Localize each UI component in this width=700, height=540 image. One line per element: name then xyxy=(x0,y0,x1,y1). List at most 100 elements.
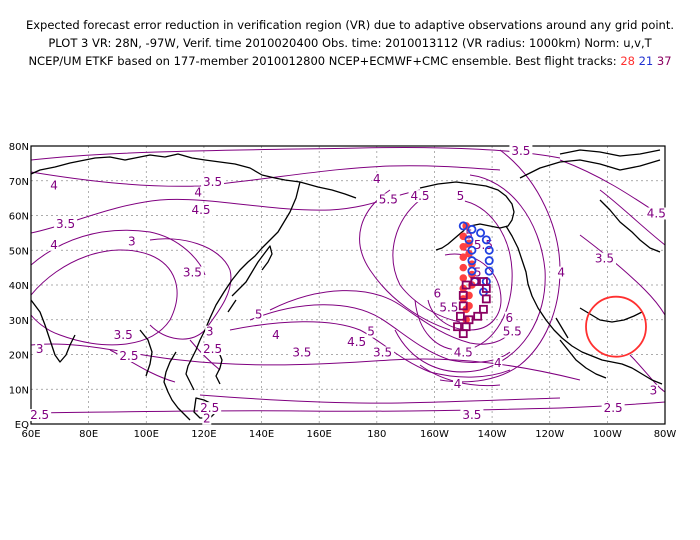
track-21-point xyxy=(484,245,494,255)
contour-label: 5 xyxy=(367,325,375,339)
contour-label-bg xyxy=(473,266,483,279)
contour-label: 5.5 xyxy=(474,238,493,252)
lon-tick-label: 120W xyxy=(535,429,564,440)
contour-label-bg xyxy=(504,311,514,324)
contour-label: 2 xyxy=(203,412,211,426)
coast-seasia xyxy=(163,351,191,421)
map-frame xyxy=(30,145,666,425)
contour-label: 4 xyxy=(373,172,381,186)
contour-4.5-npac xyxy=(392,199,461,323)
contour-3.5-south xyxy=(31,343,581,381)
lat-tick-label: 30N xyxy=(9,316,29,327)
contour-label: 4 xyxy=(494,356,502,370)
contour-label-bg xyxy=(290,346,314,359)
contour-label: 3.5 xyxy=(292,346,311,360)
contour-label-bg xyxy=(201,176,225,189)
title-line-1: Expected forecast error reduction in ver… xyxy=(25,18,675,32)
contour-label-bg xyxy=(455,190,465,203)
contour-4.5-pac xyxy=(249,304,511,363)
lon-tick-label: 80E xyxy=(79,429,98,440)
contour-label: 2.5 xyxy=(119,349,138,363)
track-37-point xyxy=(479,304,488,314)
contour-label: 4.5 xyxy=(454,346,473,360)
track-21-point xyxy=(467,224,477,234)
contour-label: 3 xyxy=(206,325,214,339)
contour-3-west xyxy=(31,249,178,346)
track-37-point xyxy=(473,311,483,321)
contour-3-low xyxy=(199,394,561,404)
contour-label: 5 xyxy=(474,266,482,280)
contour-label-bg xyxy=(592,252,616,265)
track-37-point xyxy=(481,294,491,304)
contour-5-npac xyxy=(394,174,546,373)
contour-label: 6 xyxy=(434,286,442,300)
contour-label: 3.5 xyxy=(373,346,392,360)
contour-label-bg xyxy=(201,343,225,356)
lon-tick-label: 80W xyxy=(654,429,677,440)
track-37-point xyxy=(458,301,468,311)
coastlines xyxy=(31,149,663,421)
contour-label-layer: 3.543.5445.54.554.53.5433.555.543.54.555… xyxy=(28,144,668,426)
contour-label: 4 xyxy=(454,377,462,391)
contour-4-npac xyxy=(359,189,451,331)
contour-label: 5.5 xyxy=(503,325,522,339)
verification-region-circle xyxy=(585,295,647,358)
contour-lines xyxy=(31,147,665,414)
contour-4-wide xyxy=(31,189,421,234)
contour-3.5-north xyxy=(31,147,561,161)
contour-label: 3.5 xyxy=(183,266,202,280)
contour-label-bg xyxy=(464,228,474,241)
contour-label-bg xyxy=(432,287,442,300)
latitude-tick-labels: EQ 10N 20N 30N 40N 50N 60N 70N 80N xyxy=(9,142,29,431)
contour-label-bg xyxy=(376,193,400,206)
coast-kamchatka xyxy=(204,181,301,331)
coast-borneo xyxy=(193,397,217,419)
contour-label-bg xyxy=(509,144,533,157)
track-21-point xyxy=(481,235,491,245)
contour-label: 3.5 xyxy=(511,144,530,158)
contour-label-bg xyxy=(254,308,264,321)
track-37-point xyxy=(458,329,468,339)
title-line-3-text: NCEP/UM ETKF based on 177-member 2010012… xyxy=(28,54,617,68)
contour-label-bg xyxy=(460,409,484,422)
lon-tick-label: 100W xyxy=(593,429,622,440)
coast-canada-arctic-islands xyxy=(559,149,661,157)
track-37-point xyxy=(458,291,468,300)
contour-label: 5 xyxy=(465,227,473,241)
coast-india xyxy=(31,299,76,363)
contour-label-bg xyxy=(451,346,475,359)
contour-label: 3 xyxy=(128,234,136,248)
lon-tick-label: 120E xyxy=(191,429,216,440)
contour-label: 4 xyxy=(272,328,280,342)
lat-tick-label: 40N xyxy=(9,281,29,292)
contour-label-bg xyxy=(271,329,281,342)
contour-label-bg xyxy=(205,325,215,338)
track-21-point xyxy=(458,221,468,231)
coast-gulf xyxy=(579,307,643,323)
lat-tick-label: 70N xyxy=(9,177,29,188)
coast-baja xyxy=(555,317,569,339)
title-line-2: PLOT 3 VR: 28N, -97W, Verif. time 201002… xyxy=(48,36,652,50)
contour-label-bg xyxy=(366,325,376,338)
contour-label: 4 xyxy=(50,179,58,193)
contour-label-bg xyxy=(556,266,566,279)
lat-tick-label: 60N xyxy=(9,212,29,223)
track-37-point xyxy=(461,280,471,290)
lon-tick-label: 60E xyxy=(21,429,40,440)
contour-label: 3.5 xyxy=(114,328,133,342)
contour-label: 4.5 xyxy=(347,335,366,349)
contour-label: 4.5 xyxy=(410,189,429,203)
contour-3.5-east xyxy=(579,234,665,316)
contour-label-bg xyxy=(180,266,204,279)
contour-4-pac xyxy=(229,321,511,378)
contour-label: 3 xyxy=(650,384,658,398)
contour-label: 5 xyxy=(255,307,263,321)
track-37-point xyxy=(453,322,462,332)
longitude-tick-labels: 60E 80E 100E 120E 140E 160E 180 160W 140W 120W 100… xyxy=(21,429,676,440)
lon-tick-label: 180 xyxy=(367,429,386,440)
lon-tick-label: 140W xyxy=(478,429,507,440)
contour-label-bg xyxy=(54,217,78,230)
track-37-point xyxy=(470,277,480,286)
contour-label: 4 xyxy=(557,266,565,280)
